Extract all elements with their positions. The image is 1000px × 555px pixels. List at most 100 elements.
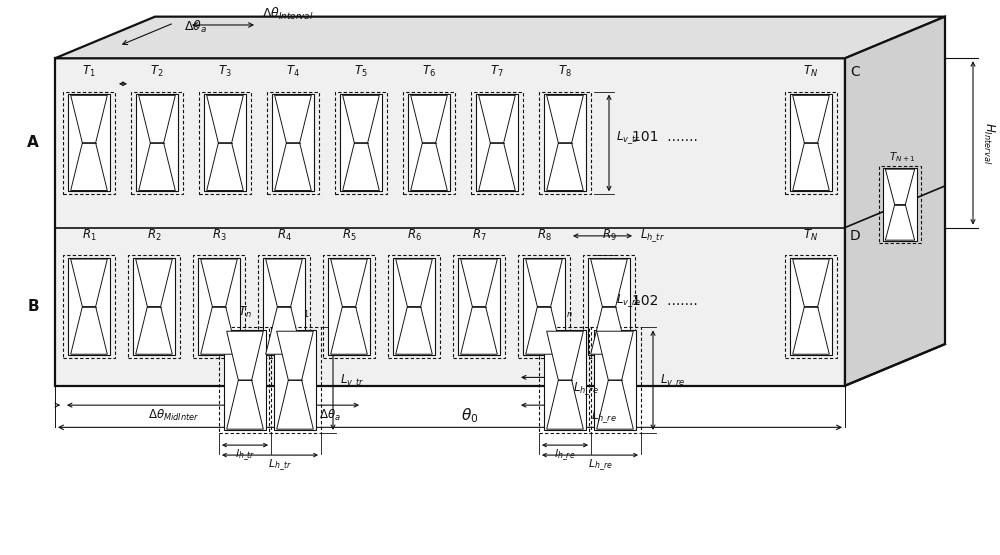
Text: $L_{h\_re}$: $L_{h\_re}$	[591, 408, 617, 425]
Polygon shape	[461, 259, 497, 306]
Polygon shape	[885, 205, 915, 240]
Text: $L_{v\_tr}$: $L_{v\_tr}$	[340, 372, 365, 388]
Text: $T_4$: $T_4$	[286, 64, 300, 79]
Polygon shape	[591, 259, 627, 306]
Text: $L_{h\_tr}$: $L_{h\_tr}$	[268, 457, 292, 473]
Polygon shape	[547, 143, 583, 190]
Text: $\theta_0$: $\theta_0$	[461, 406, 479, 425]
Text: $R_4$: $R_4$	[277, 228, 291, 243]
Text: $T_2$: $T_2$	[150, 64, 164, 79]
Text: $l_{h\_re}$: $l_{h\_re}$	[554, 447, 576, 463]
Bar	[133, 258, 175, 355]
Text: B: B	[27, 299, 39, 314]
Text: $T_1$: $T_1$	[82, 64, 96, 79]
Polygon shape	[71, 143, 107, 190]
Polygon shape	[201, 259, 237, 306]
Polygon shape	[275, 143, 311, 190]
Polygon shape	[331, 259, 367, 306]
Text: $R_1$: $R_1$	[82, 228, 96, 243]
Polygon shape	[597, 380, 633, 429]
Text: $T_{N+1}$: $T_{N+1}$	[889, 150, 915, 164]
Text: $L_{v\_tr}$: $L_{v\_tr}$	[616, 129, 641, 146]
Polygon shape	[227, 380, 263, 429]
Polygon shape	[71, 306, 107, 354]
Polygon shape	[845, 17, 945, 386]
Bar	[224, 330, 266, 430]
Text: $R_n$: $R_n$	[558, 305, 572, 320]
Polygon shape	[793, 95, 829, 143]
Text: $R_2$: $R_2$	[147, 228, 161, 243]
Polygon shape	[275, 95, 311, 143]
Text: $L_{h\_tr}$: $L_{h\_tr}$	[640, 228, 665, 244]
Bar	[594, 330, 636, 430]
Text: $\Delta\theta_{Interval}$: $\Delta\theta_{Interval}$	[262, 6, 314, 22]
Polygon shape	[793, 143, 829, 190]
Bar	[476, 94, 518, 191]
Bar	[136, 94, 178, 191]
Polygon shape	[411, 143, 447, 190]
Text: $L_{v\_re}$: $L_{v\_re}$	[660, 372, 686, 388]
Bar	[458, 258, 500, 355]
Polygon shape	[71, 259, 107, 306]
Text: $H_{Interval}$: $H_{Interval}$	[981, 122, 996, 164]
Text: $T_7$: $T_7$	[490, 64, 504, 79]
Polygon shape	[136, 259, 172, 306]
Polygon shape	[201, 306, 237, 354]
Bar	[68, 258, 110, 355]
Text: $T_N$: $T_N$	[803, 64, 819, 79]
Bar	[523, 258, 565, 355]
Text: $L_{h\_re}$: $L_{h\_re}$	[573, 380, 599, 397]
Polygon shape	[207, 143, 243, 190]
Text: $T_3$: $T_3$	[218, 64, 232, 79]
Polygon shape	[479, 95, 515, 143]
Text: $T_8$: $T_8$	[558, 64, 572, 79]
Text: $R_9$: $R_9$	[602, 228, 616, 243]
Polygon shape	[277, 380, 313, 429]
Polygon shape	[526, 259, 562, 306]
Text: $T_{n+1}$: $T_{n+1}$	[281, 305, 309, 320]
Text: $R_{n+1}$: $R_{n+1}$	[600, 305, 630, 320]
Polygon shape	[266, 306, 302, 354]
Polygon shape	[55, 17, 945, 58]
Bar	[274, 330, 316, 430]
Polygon shape	[597, 331, 633, 380]
Bar	[340, 94, 382, 191]
Polygon shape	[139, 95, 175, 143]
Polygon shape	[526, 306, 562, 354]
Polygon shape	[411, 95, 447, 143]
Bar	[588, 258, 630, 355]
Bar	[883, 169, 917, 241]
Polygon shape	[343, 143, 379, 190]
Bar	[408, 94, 450, 191]
Polygon shape	[227, 331, 263, 380]
Bar	[544, 330, 586, 430]
Bar	[393, 258, 435, 355]
Text: $R_6$: $R_6$	[407, 228, 421, 243]
Polygon shape	[547, 380, 583, 429]
Text: $\Delta\theta_{MidInter}$: $\Delta\theta_{MidInter}$	[148, 408, 199, 423]
Polygon shape	[591, 306, 627, 354]
Polygon shape	[396, 306, 432, 354]
Text: $R_5$: $R_5$	[342, 228, 356, 243]
Text: $T_N$: $T_N$	[803, 228, 819, 243]
Text: C: C	[850, 65, 860, 79]
Text: $T_5$: $T_5$	[354, 64, 368, 79]
Polygon shape	[479, 143, 515, 190]
Text: $R_3$: $R_3$	[212, 228, 226, 243]
Bar	[55, 58, 845, 386]
Polygon shape	[136, 306, 172, 354]
Text: 102  .......: 102 .......	[632, 294, 698, 308]
Bar	[198, 258, 240, 355]
Polygon shape	[461, 306, 497, 354]
Polygon shape	[396, 259, 432, 306]
Text: $R_8$: $R_8$	[537, 228, 551, 243]
Polygon shape	[266, 259, 302, 306]
Bar	[544, 94, 586, 191]
Bar	[790, 94, 832, 191]
Text: $L_{h\_re}$: $L_{h\_re}$	[588, 457, 612, 473]
Bar	[204, 94, 246, 191]
Bar	[328, 258, 370, 355]
Polygon shape	[547, 95, 583, 143]
Text: $l_{h\_tr}$: $l_{h\_tr}$	[235, 447, 255, 463]
Text: A: A	[27, 135, 39, 150]
